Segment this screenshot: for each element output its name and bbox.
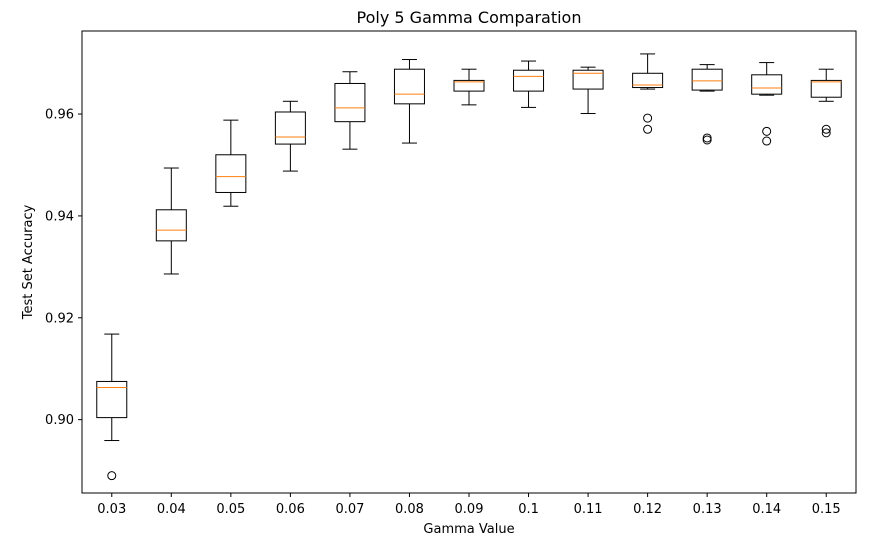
y-tick-label: 0.96 xyxy=(45,108,74,123)
box-0.07 xyxy=(334,71,366,150)
box-0.13 xyxy=(691,64,723,145)
outlier-point xyxy=(821,128,831,138)
x-tick-label: 0.12 xyxy=(633,502,662,517)
y-axis: 0.90 0.92 0.94 0.96 xyxy=(45,108,82,428)
box-0.03 xyxy=(96,333,128,481)
box-0.11 xyxy=(572,66,604,115)
iqr-box xyxy=(334,82,366,123)
box-0.12 xyxy=(632,53,664,134)
iqr-box xyxy=(215,154,247,193)
iqr-box xyxy=(155,209,187,242)
iqr-box xyxy=(274,111,306,145)
x-tick-label: 0.06 xyxy=(276,502,305,517)
chart-title: Poly 5 Gamma Comparation xyxy=(357,8,582,27)
box-0.14 xyxy=(751,62,783,146)
iqr-box xyxy=(96,380,128,419)
iqr-box xyxy=(632,72,664,89)
box-0.06 xyxy=(274,100,306,172)
y-tick-label: 0.90 xyxy=(45,413,74,428)
outlier-point xyxy=(702,135,712,145)
x-tick-label: 0.09 xyxy=(455,502,484,517)
x-tick-label: 0.14 xyxy=(752,502,781,517)
x-tick-label: 0.08 xyxy=(395,502,424,517)
iqr-box xyxy=(572,69,604,90)
iqr-box xyxy=(393,68,425,105)
x-tick-label: 0.05 xyxy=(216,502,245,517)
x-tick-label: 0.15 xyxy=(812,502,841,517)
x-axis-label: Gamma Value xyxy=(423,522,514,537)
outlier-point xyxy=(107,471,117,481)
x-tick-label: 0.07 xyxy=(335,502,364,517)
iqr-box xyxy=(513,69,545,92)
outlier-point xyxy=(762,126,772,136)
box-0.04 xyxy=(155,167,187,275)
x-tick-label: 0.13 xyxy=(693,502,722,517)
outlier-point xyxy=(643,124,653,134)
outlier-point xyxy=(821,124,831,134)
x-axis: 0.03 0.04 0.05 0.06 0.07 0.08 0.09 0.1 0.11 0.12 0… xyxy=(97,493,841,517)
y-tick-label: 0.92 xyxy=(45,311,74,326)
iqr-box xyxy=(691,68,723,91)
y-tick-label: 0.94 xyxy=(45,209,74,224)
y-axis-label: Test Set Accuracy xyxy=(21,204,36,320)
x-tick-label: 0.1 xyxy=(518,502,539,517)
outlier-point xyxy=(702,133,712,143)
x-tick-label: 0.03 xyxy=(97,502,126,517)
box-0.15 xyxy=(810,68,842,138)
box-0.05 xyxy=(215,119,247,207)
iqr-box xyxy=(751,74,783,95)
x-tick-label: 0.04 xyxy=(157,502,186,517)
x-tick-label: 0.11 xyxy=(574,502,603,517)
outlier-point xyxy=(643,113,653,123)
outlier-point xyxy=(762,136,772,146)
box-0.09 xyxy=(453,68,485,106)
box-0.1 xyxy=(513,60,545,108)
iqr-box xyxy=(810,79,842,98)
box-0.08 xyxy=(393,59,425,144)
plot-area xyxy=(96,53,842,481)
iqr-box xyxy=(453,79,485,92)
